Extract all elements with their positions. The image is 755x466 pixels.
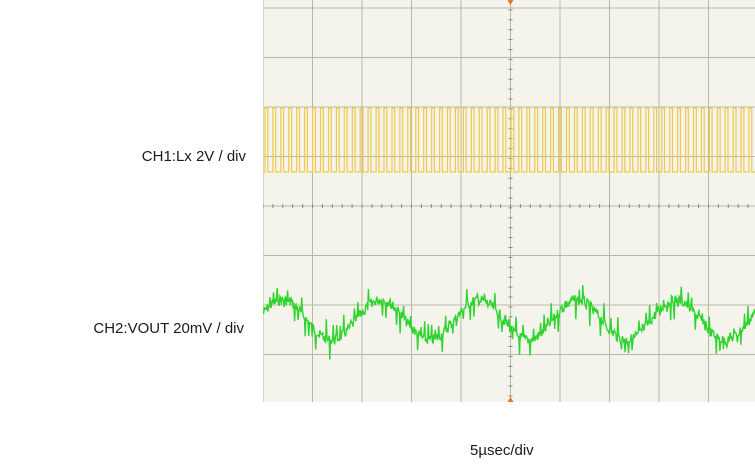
time-scale-label: 5µsec/div [470, 442, 534, 459]
ch1-label: CH1:Lx 2V / div [141, 148, 246, 165]
ch2-waveform [263, 284, 755, 360]
ch2-label: CH2:VOUT 20mV / div [93, 320, 244, 337]
ch1-waveform [263, 107, 755, 173]
trigger-marker-top [507, 0, 514, 5]
scope-screen [263, 0, 755, 402]
trigger-marker-bottom [507, 397, 514, 402]
scope-grid [263, 0, 755, 402]
